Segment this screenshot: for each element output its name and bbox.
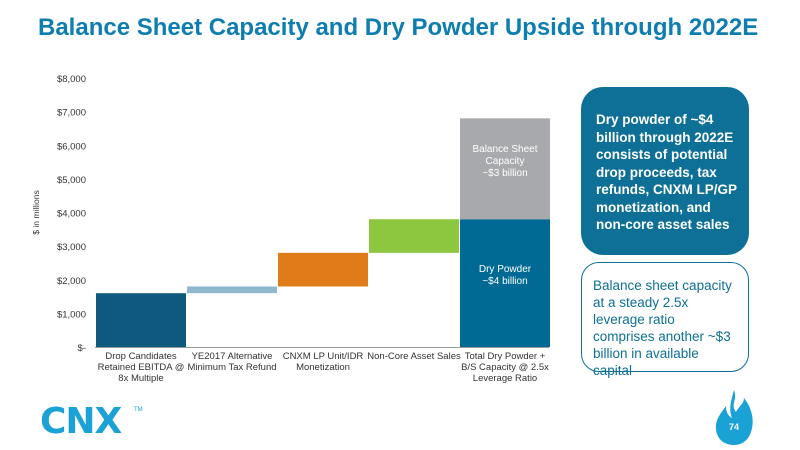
- bar-data-label: Dry Powder: [479, 264, 532, 275]
- x-tick-label: Retained EBITDA @: [98, 362, 185, 373]
- x-tick-label: Minimum Tax Refund: [187, 362, 276, 373]
- bars: [96, 118, 550, 347]
- x-tick-label: Total Dry Powder +: [465, 351, 546, 362]
- x-tick-label: Drop Candidates: [105, 351, 177, 362]
- slide-title: Balance Sheet Capacity and Dry Powder Up…: [38, 14, 759, 41]
- y-axis-label: $ in millions: [31, 190, 41, 234]
- x-tick-label: 8x Multiple: [118, 373, 163, 384]
- y-tick-label: $-: [78, 343, 86, 354]
- flame-icon: [715, 390, 753, 445]
- y-tick-label: $2,000: [57, 276, 86, 287]
- y-axis: $- $1,000 $2,000 $3,000 $4,000 $5,000 $6,000 $7…: [57, 74, 86, 354]
- bar: [278, 252, 368, 287]
- bar-data-label: ~$4 billion: [482, 276, 527, 287]
- page-number: 74: [728, 422, 739, 432]
- bar: [460, 219, 550, 347]
- bar-data-label: Balance Sheet: [472, 144, 537, 155]
- bar: [187, 286, 277, 294]
- x-tick-label: Monetization: [296, 362, 350, 373]
- y-tick-label: $8,000: [57, 74, 86, 85]
- balance-sheet-callout: Balance sheet capacity at a steady 2.5x …: [581, 262, 749, 378]
- x-tick-label: CNXM LP Unit/IDR: [283, 351, 364, 362]
- bar: [369, 219, 459, 253]
- bar: [460, 118, 550, 220]
- y-tick-label: $4,000: [57, 209, 86, 220]
- y-tick-label: $6,000: [57, 141, 86, 152]
- bar-data-label: Capacity: [486, 156, 525, 167]
- dry-powder-callout: Dry powder of ~$4 billion through 2022E …: [581, 87, 749, 255]
- x-tick-label: B/S Capacity @ 2.5x: [461, 362, 549, 373]
- y-tick-label: $1,000: [57, 309, 86, 320]
- x-tick-label: Non-Core Asset Sales: [367, 351, 461, 362]
- y-tick-label: $3,000: [57, 242, 86, 253]
- y-tick-label: $7,000: [57, 108, 86, 119]
- y-tick-label: $5,000: [57, 175, 86, 186]
- bar-labels: Dry Powder~$4 billion Balance SheetCapaci…: [472, 144, 537, 287]
- bar: [96, 293, 186, 347]
- bar-data-label: ~$3 billion: [482, 168, 527, 179]
- x-tick-label: Leverage Ratio: [473, 373, 537, 384]
- cnx-logo: CNX: [40, 401, 122, 442]
- x-tick-label: YE2017 Alternative: [192, 351, 273, 362]
- logo-trademark: TM: [134, 407, 143, 413]
